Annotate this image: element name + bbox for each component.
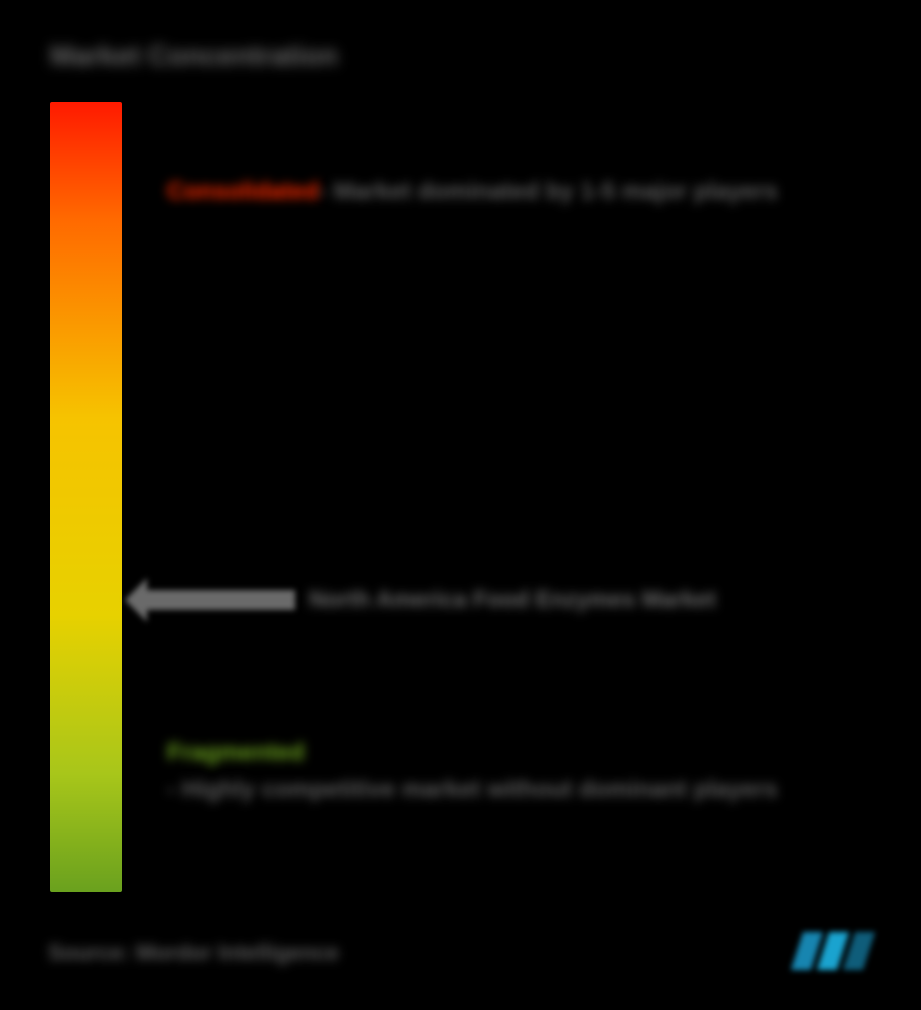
content-row: Consolidated - Market dominated by 1-5 m…: [50, 102, 871, 892]
consolidated-key: Consolidated: [167, 173, 319, 210]
consolidated-text: - Market dominated by 1-5 major players: [319, 173, 778, 210]
fragmented-label-row: Fragmented - Highly competitive market w…: [167, 734, 887, 808]
market-pointer-row: North America Food Enzymes Market: [125, 578, 716, 622]
logo-bar: [843, 932, 875, 970]
infographic-title: Market Concentration: [50, 40, 871, 72]
fragmented-text: - Highly competitive market without domi…: [167, 771, 778, 808]
labels-column: Consolidated - Market dominated by 1-5 m…: [167, 102, 871, 892]
brand-logo-icon: [797, 932, 869, 970]
consolidated-label-row: Consolidated - Market dominated by 1-5 m…: [167, 173, 887, 210]
source-attribution: Source: Mordor Intelligence: [48, 940, 339, 966]
concentration-gradient-bar: [50, 102, 122, 892]
fragmented-key: Fragmented: [167, 734, 304, 771]
left-arrow-icon: [125, 578, 295, 622]
market-pointer-label: North America Food Enzymes Market: [309, 586, 716, 613]
